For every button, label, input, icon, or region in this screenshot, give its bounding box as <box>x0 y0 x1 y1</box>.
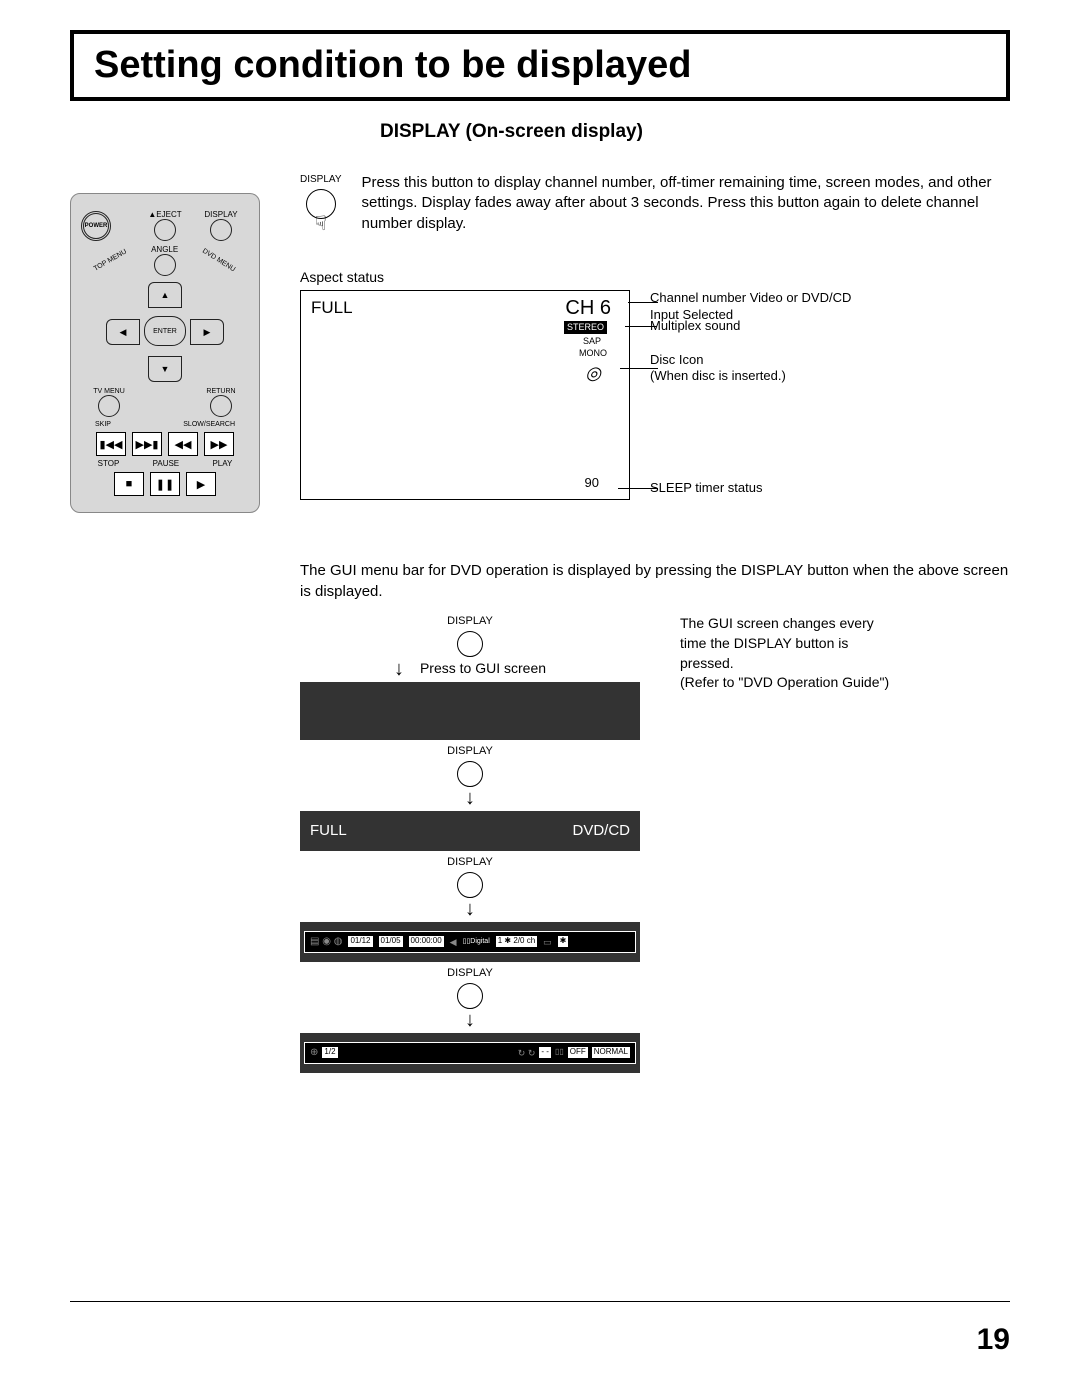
osd-screen: FULL CH 6 STEREO SAP MONO ◎ 90 <box>300 290 630 500</box>
play-button: ▶ <box>186 472 216 496</box>
remote-control: POWER ▲EJECT DISPLAY TOP MENU ANGLE DVD … <box>70 193 260 513</box>
flow-display-label-1: DISPLAY <box>300 614 640 629</box>
osd-stereo: STEREO <box>564 321 607 333</box>
skip-back-button: ▮◀◀ <box>96 432 126 456</box>
strip-2d: NORMAL <box>592 1047 630 1058</box>
angle-button <box>154 254 176 276</box>
page-number: 19 <box>977 1323 1010 1357</box>
callout-sleep: SLEEP timer status <box>650 480 870 497</box>
title-box: Setting condition to be displayed <box>70 30 1010 101</box>
osd-sleep: 90 <box>585 474 599 492</box>
flow-display-button-2 <box>457 761 483 787</box>
pause-button: ❚❚ <box>150 472 180 496</box>
display-icon-label: DISPLAY <box>300 173 342 187</box>
footer-rule <box>70 1301 1010 1302</box>
display-press-icon: DISPLAY ☟ <box>300 173 342 238</box>
power-button: POWER <box>81 211 111 241</box>
pause-label: PAUSE <box>153 459 180 468</box>
flow-display-label-3: DISPLAY <box>300 855 640 870</box>
strip-1b: 01/05 <box>379 936 403 947</box>
skip-fwd-button: ▶▶▮ <box>132 432 162 456</box>
skip-label: SKIP <box>95 421 111 428</box>
osd-mono: MONO <box>579 347 607 359</box>
osd-full: FULL <box>311 297 353 320</box>
gui-side-text: The GUI screen changes every time the DI… <box>680 614 890 692</box>
slow-search-label: SLOW/SEARCH <box>183 421 235 428</box>
subtitle: DISPLAY (On-screen display) <box>380 121 1010 143</box>
press-description: Press this button to display channel num… <box>362 173 1011 234</box>
callout-disc: Disc Icon <box>650 352 870 369</box>
return-label: RETURN <box>193 388 249 395</box>
arrow-down-icon: ↓ <box>394 660 404 678</box>
gui-full: FULL <box>310 821 347 841</box>
disc-icon: ◎ <box>585 361 601 385</box>
eject-button <box>154 219 176 241</box>
ffwd-button: ▶▶ <box>204 432 234 456</box>
display-button <box>210 219 232 241</box>
page-title: Setting condition to be displayed <box>94 44 986 87</box>
gui-bar-1 <box>300 682 640 740</box>
tv-menu-label: TV MENU <box>81 388 137 395</box>
top-menu-label: TOP MENU <box>93 248 128 272</box>
hand-icon: ☟ <box>300 211 342 238</box>
osd-channel: CH 6 <box>565 295 611 322</box>
gui-bar-2: FULL DVD/CD <box>300 811 640 851</box>
digital-label: ▯▯Digital <box>463 937 490 946</box>
gui-flow-column: DISPLAY ↓ Press to GUI screen DISPLAY ↓ … <box>300 614 640 1076</box>
gui-description: The GUI menu bar for DVD operation is di… <box>300 560 1010 602</box>
callout-multiplex: Multiplex sound <box>650 318 870 335</box>
dpad-up: ▲ <box>148 282 182 308</box>
stop-button: ■ <box>114 472 144 496</box>
strip-1a: 01/12 <box>348 936 372 947</box>
tv-menu-button <box>98 395 120 417</box>
arrow-down-icon: ↓ <box>300 789 640 807</box>
dpad-left: ◀ <box>106 319 140 345</box>
d-pad: ▲ ▼ ◀ ▶ ENTER <box>100 282 230 382</box>
display-label: DISPLAY <box>193 210 249 219</box>
callout-disc-note: (When disc is inserted.) <box>650 368 870 385</box>
flow-display-button-3 <box>457 872 483 898</box>
angle-label: ANGLE <box>151 245 178 254</box>
press-gui-label: Press to GUI screen <box>420 659 546 678</box>
gui-bar-3: ▤ ◉ ◍ 01/12 01/05 00:00:00 ◀ ▯▯Digital 1… <box>300 922 640 962</box>
eject-label: ▲EJECT <box>137 210 193 219</box>
dvd-menu-label: DVD MENU <box>201 248 236 274</box>
flow-display-button-1 <box>457 631 483 657</box>
rewind-button: ◀◀ <box>168 432 198 456</box>
dpad-right: ▶ <box>190 319 224 345</box>
play-label: PLAY <box>212 459 232 468</box>
gui-dvdcd: DVD/CD <box>572 821 630 841</box>
strip-1d: 1 ✱ 2/0 ch <box>496 936 537 947</box>
strip-1e: ✱ <box>558 936 569 947</box>
arrow-down-icon: ↓ <box>300 1011 640 1029</box>
stop-label: STOP <box>98 459 120 468</box>
flow-display-label-2: DISPLAY <box>300 744 640 759</box>
return-button <box>210 395 232 417</box>
osd-sap: SAP <box>583 335 601 347</box>
arrow-down-icon: ↓ <box>300 900 640 918</box>
enter-button: ENTER <box>144 316 186 346</box>
aspect-status-label: Aspect status <box>300 268 1010 287</box>
dpad-down: ▼ <box>148 356 182 382</box>
strip-2b: - - <box>539 1047 551 1058</box>
flow-display-button-4 <box>457 983 483 1009</box>
flow-display-label-4: DISPLAY <box>300 966 640 981</box>
strip-2a: 1/2 <box>322 1047 337 1058</box>
strip-2c: OFF <box>568 1047 588 1058</box>
strip-1c: 00:00:00 <box>409 936 444 947</box>
gui-bar-4: ⊕ 1/2 ↻ ↻ - - ▯▯ OFF NORMAL <box>300 1033 640 1073</box>
